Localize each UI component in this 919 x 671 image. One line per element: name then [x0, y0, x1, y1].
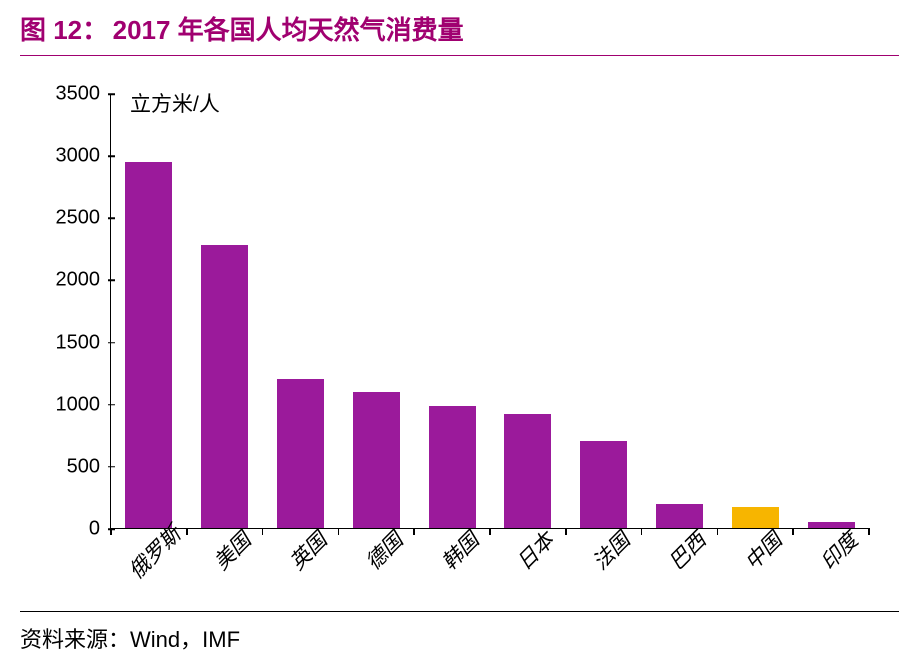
figure-container: 图 12： 2017 年各国人均天然气消费量 立方米/人 05001000150…: [0, 0, 919, 671]
y-tick-label: 0: [89, 518, 100, 541]
source-prefix: 资料来源：: [20, 627, 130, 652]
bar-slot: [717, 94, 793, 528]
x-label-slot: 俄罗斯: [110, 529, 186, 609]
bar-slot: [793, 94, 869, 528]
bar-slot: [263, 94, 339, 528]
chart: 立方米/人 0500100015002000250030003500 俄罗斯美国…: [20, 64, 899, 609]
bar-slot: [566, 94, 642, 528]
bars-group: [111, 94, 869, 528]
x-label: 法国: [586, 525, 637, 576]
figure-title: 2017 年各国人均天然气消费量: [113, 15, 464, 45]
y-tick-label: 1000: [56, 393, 101, 416]
bar: [353, 392, 400, 528]
x-label: 印度: [813, 525, 864, 576]
x-label-slot: 法国: [565, 529, 641, 609]
bar: [808, 522, 855, 528]
bar: [429, 406, 476, 528]
bar: [580, 441, 627, 528]
bar: [277, 379, 324, 528]
bar: [201, 245, 248, 528]
x-label-slot: 德国: [338, 529, 414, 609]
bar: [732, 507, 779, 528]
y-tick-label: 2500: [56, 207, 101, 230]
bar: [504, 414, 551, 528]
x-label: 美国: [206, 525, 257, 576]
x-label: 中国: [737, 525, 788, 576]
x-label: 巴西: [661, 525, 712, 576]
title-bar: 图 12： 2017 年各国人均天然气消费量: [20, 10, 899, 56]
x-label-slot: 日本: [490, 529, 566, 609]
x-axis-labels: 俄罗斯美国英国德国韩国日本法国巴西中国印度: [110, 529, 869, 609]
y-tick-label: 3500: [56, 83, 101, 106]
source-bar: 资料来源：Wind，IMF: [20, 611, 899, 654]
plot-area: [110, 94, 869, 529]
y-tick-label: 2000: [56, 269, 101, 292]
figure-label: 图 12：: [20, 15, 108, 45]
bar: [125, 162, 172, 528]
source-value: Wind，IMF: [130, 627, 240, 652]
bar-slot: [490, 94, 566, 528]
bar-slot: [642, 94, 718, 528]
bar-slot: [187, 94, 263, 528]
y-tick-label: 3000: [56, 145, 101, 168]
x-label-slot: 韩国: [414, 529, 490, 609]
x-label-slot: 美国: [186, 529, 262, 609]
x-label: 韩国: [434, 525, 485, 576]
x-label-slot: 英国: [262, 529, 338, 609]
x-label: 俄罗斯: [121, 519, 187, 585]
x-label-slot: 印度: [793, 529, 869, 609]
bar-slot: [111, 94, 187, 528]
y-tick-label: 500: [67, 455, 100, 478]
y-tick-label: 1500: [56, 331, 101, 354]
x-label-slot: 巴西: [641, 529, 717, 609]
x-label-slot: 中国: [717, 529, 793, 609]
x-label: 德国: [358, 525, 409, 576]
y-axis: 0500100015002000250030003500: [20, 94, 110, 529]
x-label: 日本: [510, 525, 561, 576]
bar-slot: [338, 94, 414, 528]
bar-slot: [414, 94, 490, 528]
bar: [656, 504, 703, 528]
x-label: 英国: [282, 525, 333, 576]
